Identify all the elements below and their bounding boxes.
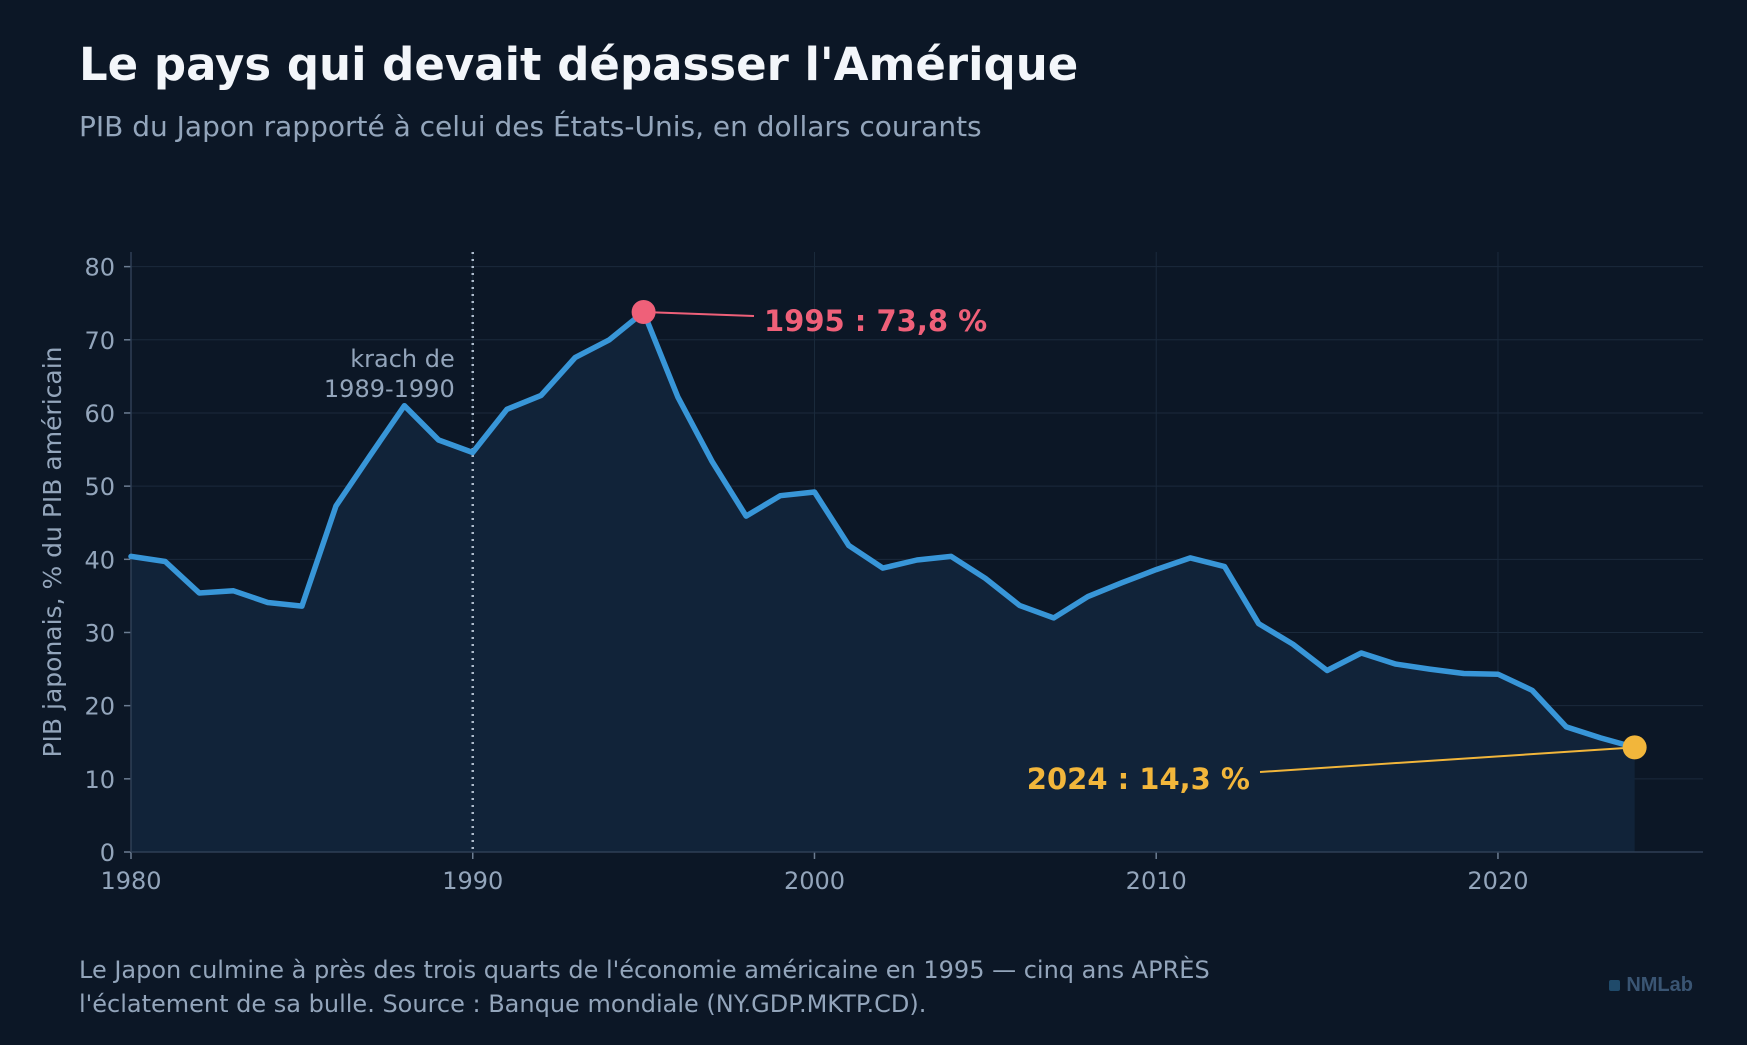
y-tick-label: 30 — [84, 619, 115, 647]
x-tick-label: 1990 — [442, 867, 503, 895]
axis-layer: 0 10 20 30 40 50 60 70 80 1980 1990 2000 2010 2020 — [84, 252, 1703, 895]
latest-label: 2024 : 14,3 % — [1027, 762, 1250, 796]
series-line — [128, 309, 1638, 751]
y-tick-label: 60 — [84, 400, 115, 428]
caption-line-1: Le Japon culmine à près des trois quarts… — [79, 956, 1210, 984]
y-tick-label: 40 — [84, 546, 115, 574]
y-tick-label: 20 — [84, 693, 115, 721]
x-tick-label: 2010 — [1126, 867, 1187, 895]
peak-point — [631, 300, 656, 324]
y-tick-label: 80 — [84, 254, 115, 282]
brand-mark-icon — [1609, 980, 1621, 991]
brand-name: NMLab — [1626, 974, 1693, 996]
line-chart: 0 10 20 30 40 50 60 70 80 1980 1990 2000 2010 2020 kr… — [38, 252, 1703, 895]
y-tick-label: 70 — [84, 327, 115, 355]
x-tick-label: 2020 — [1467, 867, 1528, 895]
y-axis-label: PIB japonais, % du PIB américain — [38, 346, 67, 757]
caption-line-2: l'éclatement de sa bulle. Source : Banqu… — [79, 990, 927, 1018]
crash-label-line2: 1989-1990 — [324, 375, 455, 403]
y-tick-label: 0 — [100, 839, 115, 867]
crash-label-line1: krach de — [350, 345, 455, 373]
peak-leader-line — [643, 311, 755, 317]
chart-title: Le pays qui devait dépasser l'Amérique — [79, 38, 1079, 91]
area-fill — [131, 312, 1635, 852]
latest-point — [1622, 735, 1647, 760]
chart-caption: Le Japon culmine à près des trois quarts… — [79, 953, 1379, 1021]
y-tick-label: 50 — [84, 473, 115, 501]
y-tick-label: 10 — [84, 766, 115, 794]
x-tick-label: 1980 — [100, 867, 161, 895]
x-tick-label: 2000 — [784, 867, 845, 895]
latest-leader-line — [1259, 746, 1635, 773]
chart-subtitle: PIB du Japon rapporté à celui des États-… — [79, 110, 982, 143]
peak-label: 1995 : 73,8 % — [764, 304, 987, 338]
brand-logo: NMLab — [1609, 974, 1693, 997]
